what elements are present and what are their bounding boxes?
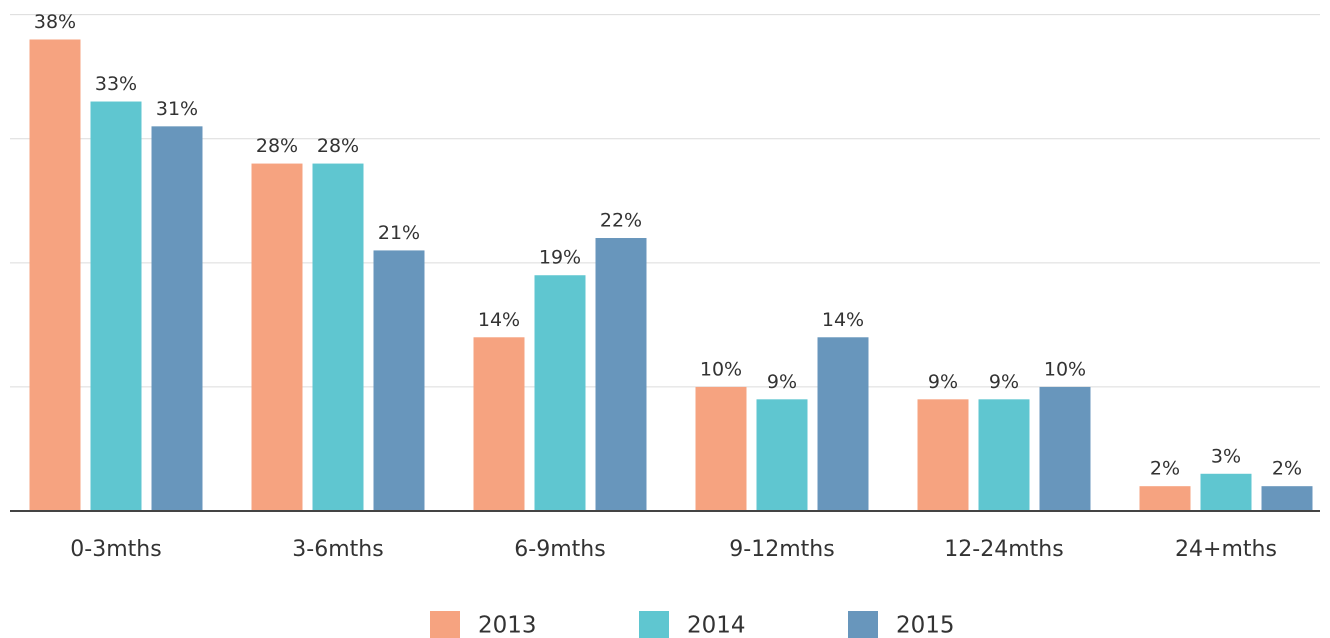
legend-label: 2014 <box>687 613 746 638</box>
value-label: 33% <box>95 73 137 95</box>
x-tick-label: 0-3mths <box>70 537 161 562</box>
value-label: 3% <box>1211 445 1241 467</box>
x-tick-label: 24+mths <box>1175 537 1277 562</box>
bar <box>1139 486 1191 511</box>
x-tick-label: 6-9mths <box>514 537 605 562</box>
x-tick-label: 12-24mths <box>944 537 1063 562</box>
value-label: 28% <box>256 135 298 157</box>
bar <box>756 399 808 511</box>
bar <box>1200 473 1252 511</box>
bar <box>29 39 81 511</box>
bar <box>534 275 586 511</box>
value-label: 9% <box>989 371 1019 393</box>
value-label: 19% <box>539 247 581 269</box>
legend-swatch <box>639 611 669 638</box>
x-tick-label: 3-6mths <box>292 537 383 562</box>
bar <box>473 337 525 511</box>
x-tick-label: 9-12mths <box>729 537 834 562</box>
bar <box>251 163 303 512</box>
bar <box>917 399 969 511</box>
bar <box>1039 386 1091 511</box>
value-label: 10% <box>700 358 742 380</box>
bar <box>151 126 203 511</box>
value-label: 28% <box>317 135 359 157</box>
value-label: 9% <box>767 371 797 393</box>
legend-label: 2013 <box>478 613 537 638</box>
value-label: 9% <box>928 371 958 393</box>
value-label: 38% <box>34 11 76 33</box>
legend-swatch <box>848 611 878 638</box>
value-label: 10% <box>1044 358 1086 380</box>
value-label: 14% <box>478 309 520 331</box>
value-label: 22% <box>600 210 642 232</box>
bar <box>695 386 747 511</box>
legend-swatch <box>430 611 460 638</box>
bar <box>595 238 647 512</box>
value-label: 2% <box>1272 458 1302 480</box>
value-label: 14% <box>822 309 864 331</box>
bar <box>978 399 1030 511</box>
bar <box>90 101 142 511</box>
bar <box>373 250 425 512</box>
legend-label: 2015 <box>896 613 955 638</box>
bar <box>312 163 364 512</box>
value-label: 31% <box>156 98 198 120</box>
bar <box>817 337 869 511</box>
value-label: 2% <box>1150 458 1180 480</box>
value-label: 21% <box>378 222 420 244</box>
bar <box>1261 486 1313 511</box>
